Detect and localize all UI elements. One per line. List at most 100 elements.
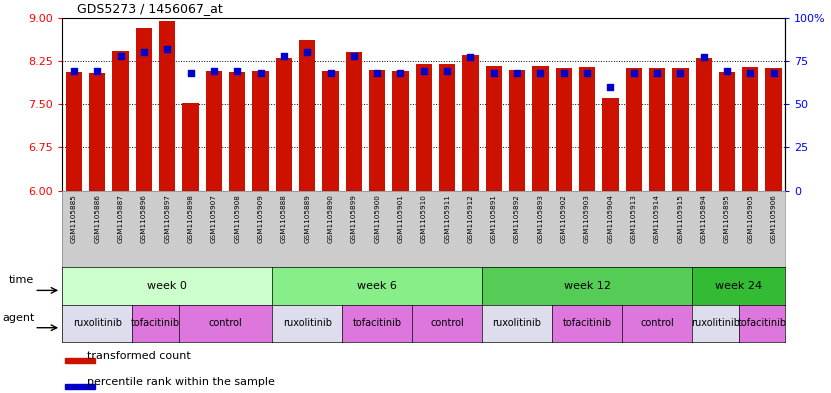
Point [230, 68, 243, 74]
Point [744, 70, 757, 76]
Text: GSM1105904: GSM1105904 [607, 195, 613, 243]
Text: GSM1105889: GSM1105889 [304, 195, 310, 243]
Point [184, 70, 197, 76]
Bar [696, 58, 712, 191]
Text: GSM1105912: GSM1105912 [468, 195, 474, 243]
Bar [346, 52, 362, 191]
Bar [112, 51, 129, 191]
Text: ruxolitinib: ruxolitinib [283, 318, 332, 328]
Text: GSM1105891: GSM1105891 [491, 195, 497, 243]
Bar [253, 71, 268, 191]
Text: tofacitinib: tofacitinib [131, 318, 180, 328]
Text: transformed count: transformed count [87, 351, 191, 361]
Text: GSM1105893: GSM1105893 [538, 195, 543, 243]
Point [114, 53, 127, 59]
Text: GSM1105911: GSM1105911 [444, 195, 450, 243]
Bar [672, 68, 689, 191]
Text: GSM1105896: GSM1105896 [141, 195, 147, 243]
Point [464, 54, 477, 61]
Text: GSM1105886: GSM1105886 [94, 195, 101, 243]
Point [627, 70, 641, 76]
Text: GSM1105899: GSM1105899 [351, 195, 356, 243]
Bar [765, 68, 782, 191]
Text: GSM1105897: GSM1105897 [165, 195, 170, 243]
Point [697, 54, 711, 61]
Text: control: control [430, 318, 464, 328]
Text: GSM1105903: GSM1105903 [584, 195, 590, 243]
Bar [719, 72, 735, 191]
Bar [89, 73, 106, 191]
Point [720, 68, 734, 74]
Text: GSM1105913: GSM1105913 [631, 195, 637, 243]
Bar [159, 20, 175, 191]
Bar [742, 67, 759, 191]
Text: GSM1105908: GSM1105908 [234, 195, 240, 243]
Text: ruxolitinib: ruxolitinib [493, 318, 542, 328]
Text: agent: agent [2, 313, 34, 323]
Point [417, 68, 430, 74]
Point [207, 68, 220, 74]
Point [91, 68, 104, 74]
Text: GSM1105890: GSM1105890 [327, 195, 333, 243]
Text: tofacitinib: tofacitinib [563, 318, 612, 328]
Bar [439, 64, 455, 191]
Text: GSM1105892: GSM1105892 [514, 195, 520, 243]
Bar [532, 66, 548, 191]
Text: control: control [209, 318, 243, 328]
Point [580, 70, 593, 76]
Bar [229, 72, 245, 191]
Bar [649, 68, 665, 191]
Bar [276, 58, 292, 191]
Text: GSM1105894: GSM1105894 [701, 195, 706, 243]
Text: ruxolitinib: ruxolitinib [691, 318, 740, 328]
Text: GSM1105888: GSM1105888 [281, 195, 287, 243]
Point [557, 70, 570, 76]
Text: GSM1105907: GSM1105907 [211, 195, 217, 243]
Text: GSM1105905: GSM1105905 [747, 195, 754, 243]
Bar [299, 40, 315, 191]
Text: GSM1105915: GSM1105915 [677, 195, 683, 243]
Point [674, 70, 687, 76]
Text: GSM1105895: GSM1105895 [724, 195, 730, 243]
Text: GSM1105885: GSM1105885 [71, 195, 77, 243]
Text: ruxolitinib: ruxolitinib [73, 318, 122, 328]
Text: control: control [640, 318, 674, 328]
Bar [206, 71, 222, 191]
Text: GSM1105902: GSM1105902 [561, 195, 567, 243]
Point [487, 70, 500, 76]
Bar [322, 71, 339, 191]
Text: week 0: week 0 [147, 281, 187, 291]
Point [301, 49, 314, 55]
Text: week 6: week 6 [357, 281, 397, 291]
Text: tofacitinib: tofacitinib [737, 318, 786, 328]
Bar [602, 98, 618, 191]
Text: week 12: week 12 [563, 281, 611, 291]
Bar [462, 55, 479, 191]
Point [651, 70, 664, 76]
Text: week 24: week 24 [715, 281, 762, 291]
Text: GSM1105906: GSM1105906 [770, 195, 777, 243]
Bar [485, 66, 502, 191]
Bar [579, 67, 595, 191]
Point [534, 70, 547, 76]
Point [394, 70, 407, 76]
Bar [369, 70, 386, 191]
Text: GSM1105900: GSM1105900 [374, 195, 380, 243]
Point [510, 70, 524, 76]
Point [137, 49, 150, 55]
Text: GSM1105901: GSM1105901 [397, 195, 404, 243]
Point [254, 70, 268, 76]
Text: GSM1105914: GSM1105914 [654, 195, 660, 243]
Point [324, 70, 337, 76]
Text: percentile rank within the sample: percentile rank within the sample [87, 377, 275, 387]
Text: GSM1105898: GSM1105898 [188, 195, 194, 243]
Text: GSM1105909: GSM1105909 [258, 195, 263, 243]
Point [347, 53, 361, 59]
Point [604, 84, 617, 90]
Bar [626, 68, 642, 191]
Point [767, 70, 780, 76]
Bar [65, 358, 95, 364]
Point [160, 46, 174, 52]
Bar [65, 384, 95, 389]
Text: GSM1105910: GSM1105910 [420, 195, 427, 243]
